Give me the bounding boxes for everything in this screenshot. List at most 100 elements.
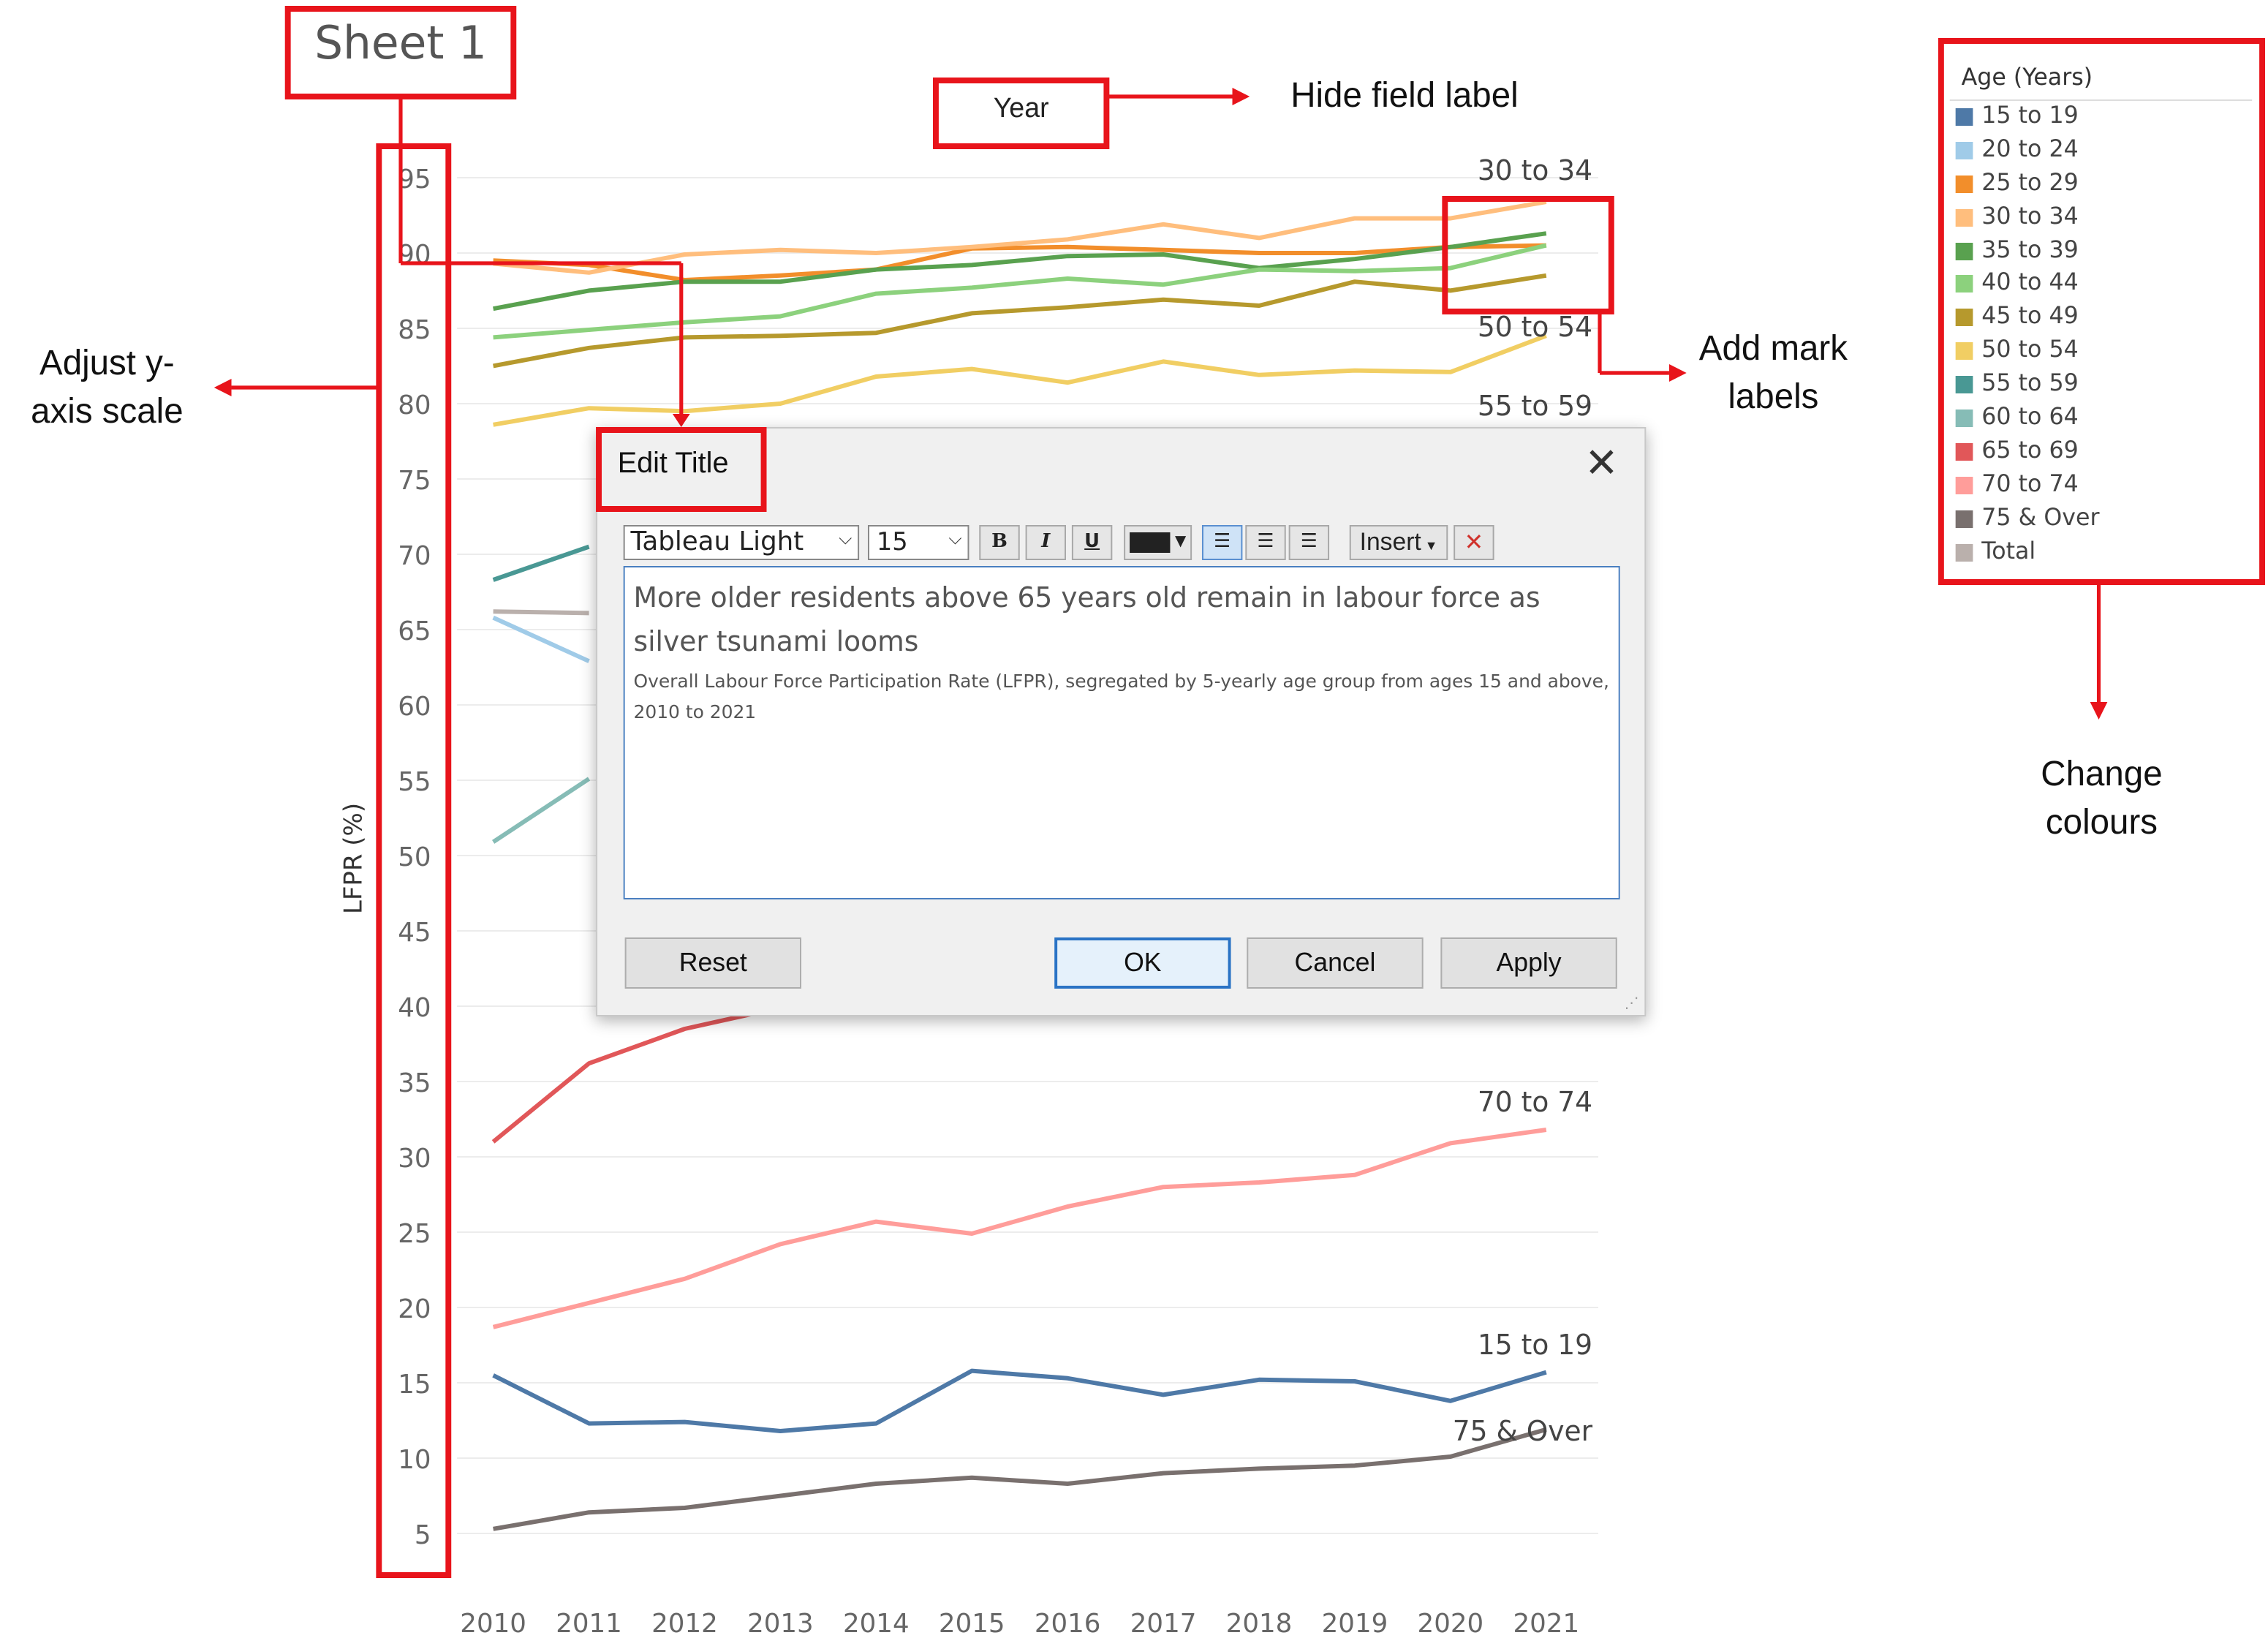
edit-title-dialog[interactable]: Edit Title ✕ Tableau Light ⌵ 15 ⌵ B I U … <box>596 427 1647 1016</box>
y-tick-label: 15 <box>398 1370 431 1400</box>
legend-label: 45 to 49 <box>1981 301 2079 330</box>
font-name-select[interactable]: Tableau Light ⌵ <box>623 525 860 560</box>
y-axis-highlight <box>376 143 452 1578</box>
legend-item[interactable]: 35 to 39 <box>1950 235 2252 268</box>
legend-swatch <box>1955 543 1973 562</box>
insert-button[interactable]: Insert ▼ <box>1349 525 1448 560</box>
y-axis-title[interactable]: LFPR (%) <box>339 803 368 914</box>
bold-button[interactable]: B <box>979 525 1020 560</box>
legend-label: 55 to 59 <box>1981 369 2079 397</box>
cancel-button[interactable]: Cancel <box>1247 937 1424 989</box>
legend-label: 30 to 34 <box>1981 201 2079 230</box>
color-legend[interactable]: Age (Years) 15 to 19 20 to 24 25 to 29 30 t… <box>1949 51 2253 570</box>
title-arrow-head <box>672 414 690 427</box>
year-field-label[interactable]: Year <box>993 94 1049 124</box>
marklabel-arrow-head <box>1668 364 1687 382</box>
color-swatch-icon <box>1130 532 1171 553</box>
legend-label: 35 to 39 <box>1981 235 2079 263</box>
legend-items: 15 to 19 20 to 24 25 to 29 30 to 34 35 to 39… <box>1950 101 2252 570</box>
legend-label: 65 to 69 <box>1981 435 2079 464</box>
annotation-change-colours: Change colours <box>2041 755 2163 842</box>
align-right-button[interactable]: ☰ <box>1288 525 1330 560</box>
mark-label: 15 to 19 <box>1478 1329 1592 1361</box>
series-line-13[interactable] <box>493 609 589 616</box>
mark-label: 70 to 74 <box>1478 1086 1592 1118</box>
series-line-0[interactable] <box>492 1368 1547 1433</box>
font-size-select[interactable]: 15 ⌵ <box>867 525 969 560</box>
series-line-11[interactable] <box>492 1128 1547 1329</box>
legend-label: 75 & Over <box>1981 502 2100 531</box>
legend-swatch <box>1955 410 1973 428</box>
legend-highlight <box>1938 38 2266 585</box>
title-editor[interactable]: More older residents above 65 years old … <box>623 566 1620 899</box>
annotation-hide-field-label: Hide field label <box>1290 76 1519 116</box>
legend-item[interactable]: 15 to 19 <box>1950 101 2252 135</box>
series-line-8[interactable] <box>492 544 590 582</box>
series-line-3[interactable] <box>493 200 1547 275</box>
resize-grip-icon[interactable]: ⋰ <box>1624 996 1639 1012</box>
sheet-title[interactable]: Sheet 1 <box>314 18 487 70</box>
legend-label: 20 to 24 <box>1981 134 2079 162</box>
apply-button[interactable]: Apply <box>1440 937 1617 989</box>
legend-swatch <box>1955 510 1973 528</box>
series-line-5[interactable] <box>493 243 1547 340</box>
legend-item[interactable]: 40 to 44 <box>1950 268 2252 302</box>
ok-button[interactable]: OK <box>1054 937 1231 989</box>
legend-item[interactable]: 65 to 69 <box>1950 436 2252 469</box>
legend-item[interactable]: 25 to 29 <box>1950 168 2252 202</box>
legend-item[interactable]: Total <box>1950 536 2252 570</box>
align-center-button[interactable]: ☰ <box>1245 525 1286 560</box>
y-tick-label: 55 <box>398 767 431 797</box>
x-tick-label: 2016 <box>1035 1609 1101 1638</box>
series-line-10[interactable] <box>491 1005 781 1144</box>
legend-item[interactable]: 55 to 59 <box>1950 369 2252 402</box>
italic-button[interactable]: I <box>1025 525 1067 560</box>
clear-format-button[interactable]: ✕ <box>1454 525 1494 560</box>
legend-label: 25 to 29 <box>1981 167 2079 196</box>
legend-swatch <box>1955 376 1973 394</box>
y-tick-label: 20 <box>398 1294 431 1324</box>
close-icon[interactable]: ✕ <box>1584 439 1619 487</box>
series-line-7[interactable] <box>493 333 1547 427</box>
legend-item[interactable]: 60 to 64 <box>1950 402 2252 436</box>
yaxis-arrow-head <box>213 379 232 396</box>
y-tick-label: 35 <box>398 1068 431 1098</box>
legend-item[interactable]: 75 & Over <box>1950 502 2252 536</box>
legend-item[interactable]: 20 to 24 <box>1950 135 2252 168</box>
legend-item[interactable]: 30 to 34 <box>1950 201 2252 235</box>
legend-swatch <box>1955 442 1973 461</box>
legend-swatch <box>1955 108 1973 126</box>
y-tick-label: 50 <box>398 842 431 872</box>
title-text: More older residents above 65 years old … <box>633 582 1541 658</box>
legend-item[interactable]: 45 to 49 <box>1950 302 2252 336</box>
text-color-button[interactable]: ▼ <box>1124 525 1192 560</box>
y-tick-label: 45 <box>398 918 431 948</box>
legend-swatch <box>1955 208 1973 227</box>
underline-button[interactable]: U <box>1071 525 1113 560</box>
legend-label: 50 to 54 <box>1981 335 2079 363</box>
legend-item[interactable]: 50 to 54 <box>1950 335 2252 369</box>
close-red-icon: ✕ <box>1464 528 1484 556</box>
x-tick-label: 2020 <box>1418 1609 1484 1638</box>
series-line-12[interactable] <box>493 1427 1547 1531</box>
reset-button[interactable]: Reset <box>624 937 801 989</box>
series-line-9[interactable] <box>491 777 591 844</box>
x-tick-label: 2017 <box>1130 1609 1197 1638</box>
series-line-4[interactable] <box>493 231 1547 312</box>
series-line-6[interactable] <box>493 273 1547 369</box>
legend-swatch <box>1955 309 1973 327</box>
legend-swatch <box>1955 242 1973 260</box>
series-line-2[interactable] <box>493 243 1546 282</box>
x-tick-label: 2011 <box>556 1609 622 1638</box>
series-line-1[interactable] <box>492 615 590 663</box>
chevron-down-icon: ⌵ <box>948 528 962 548</box>
legend-item[interactable]: 70 to 74 <box>1950 469 2252 503</box>
align-left-button[interactable]: ☰ <box>1201 525 1243 560</box>
mark-label-highlight <box>1442 196 1614 314</box>
y-tick-label: 5 <box>415 1520 431 1550</box>
y-tick-label: 95 <box>398 165 431 195</box>
x-tick-label: 2015 <box>939 1609 1005 1638</box>
y-tick-label: 85 <box>398 315 431 345</box>
y-tick-label: 75 <box>398 466 431 496</box>
